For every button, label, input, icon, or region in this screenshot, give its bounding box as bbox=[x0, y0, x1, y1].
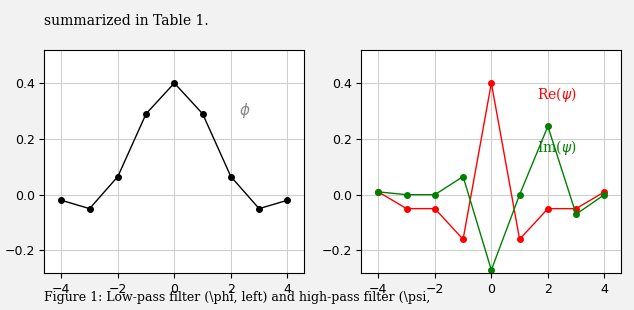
Text: Figure 1: Low-pass filter (\phi, left) and high-pass filter (\psi,: Figure 1: Low-pass filter (\phi, left) a… bbox=[44, 291, 430, 304]
Text: Im($\psi$): Im($\psi$) bbox=[536, 138, 576, 157]
Text: summarized in Table 1.: summarized in Table 1. bbox=[44, 14, 209, 28]
Text: $\phi$: $\phi$ bbox=[239, 101, 251, 121]
Text: Re($\psi$): Re($\psi$) bbox=[536, 85, 576, 104]
